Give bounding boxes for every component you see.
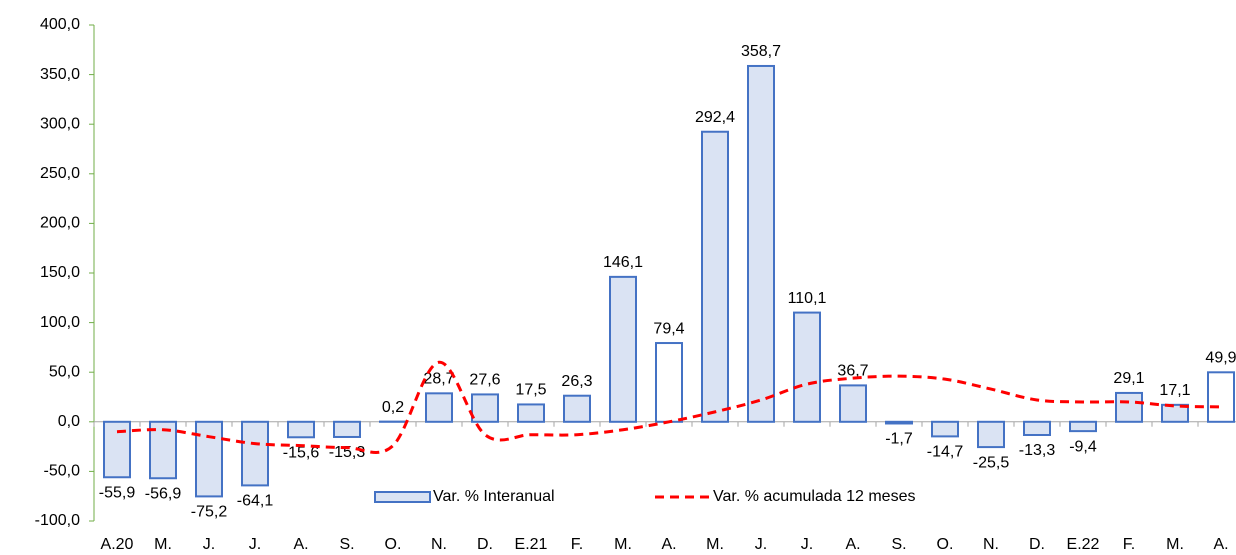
x-tick-label: J. (249, 536, 261, 553)
data-label: -25,5 (973, 454, 1010, 471)
y-tick-label: 350,0 (40, 66, 80, 83)
x-tick-label: A. (293, 536, 308, 553)
y-tick-label: 400,0 (40, 16, 80, 33)
data-label: 27,6 (469, 372, 500, 389)
legend-label: Var. % Interanual (433, 488, 555, 505)
y-tick-label: -50,0 (44, 463, 81, 480)
bar (1161, 403, 1189, 423)
data-label: -1,7 (885, 431, 913, 448)
x-tick-label: O. (385, 536, 402, 553)
data-label: 26,3 (561, 373, 592, 390)
y-tick-label: 250,0 (40, 165, 80, 182)
bar (1207, 371, 1235, 423)
bar (701, 130, 729, 423)
x-tick-label: D. (1029, 536, 1045, 553)
x-tick-label: J. (755, 536, 767, 553)
data-label: 17,1 (1159, 382, 1190, 399)
y-tick-label: 0,0 (58, 413, 80, 430)
bar (655, 342, 683, 423)
x-tick-label: N. (431, 536, 447, 553)
y-tick-label: 200,0 (40, 215, 80, 232)
bar (287, 420, 315, 439)
data-label: -13,3 (1019, 442, 1056, 459)
data-label: -55,9 (99, 484, 136, 501)
x-tick-label: S. (891, 536, 906, 553)
x-tick-label: J. (203, 536, 215, 553)
y-tick-label: -100,0 (35, 512, 80, 529)
bar (609, 275, 637, 423)
bar (977, 420, 1005, 449)
x-tick-label: O. (937, 536, 954, 553)
x-tick-label: A. (1213, 536, 1228, 553)
x-tick-label: F. (1123, 536, 1135, 553)
data-label: 49,9 (1205, 350, 1236, 367)
data-label: -64,1 (237, 493, 274, 510)
x-tick-label: E.21 (515, 536, 548, 553)
x-tick-label: S. (339, 536, 354, 553)
x-tick-label: M. (614, 536, 632, 553)
data-label: -14,7 (927, 444, 964, 461)
bar (563, 394, 591, 423)
x-tick-label: D. (477, 536, 493, 553)
line (116, 360, 1222, 454)
y-tick-label: 100,0 (40, 314, 80, 331)
bar (241, 420, 269, 487)
data-label: -15,6 (283, 444, 320, 461)
x-tick-label: A. (845, 536, 860, 553)
data-label: 0,2 (382, 399, 404, 416)
bar (747, 64, 775, 423)
x-tick-label: M. (706, 536, 724, 553)
x-tick-label: J. (801, 536, 813, 553)
data-label: 292,4 (695, 109, 735, 126)
legend-label: Var. % acumulada 12 meses (713, 488, 915, 505)
x-tick-label: A. (661, 536, 676, 553)
bar (1023, 420, 1051, 436)
bar (1069, 420, 1097, 433)
bar (839, 384, 867, 423)
legend-swatch (374, 491, 431, 503)
data-label: 28,7 (423, 371, 454, 388)
bar (517, 403, 545, 423)
x-tick-label: A.20 (101, 536, 134, 553)
x-tick-label: E.22 (1067, 536, 1100, 553)
data-label: 146,1 (603, 254, 643, 271)
bar (793, 311, 821, 423)
data-label: 110,1 (788, 290, 827, 307)
data-label: 358,7 (741, 43, 781, 60)
data-label: 17,5 (515, 382, 546, 399)
bar (885, 420, 913, 425)
y-tick-label: 150,0 (40, 264, 80, 281)
data-label: -9,4 (1069, 438, 1097, 455)
data-label: 29,1 (1113, 370, 1144, 387)
data-label: 36,7 (837, 363, 868, 380)
data-label: 79,4 (653, 320, 684, 337)
x-tick-label: M. (154, 536, 172, 553)
data-label: -75,2 (191, 504, 228, 521)
bar (931, 420, 959, 438)
y-tick-label: 50,0 (49, 363, 80, 380)
bar (425, 392, 453, 423)
data-label: -56,9 (145, 485, 182, 502)
y-tick-label: 300,0 (40, 115, 80, 132)
x-tick-label: N. (983, 536, 999, 553)
bar (195, 420, 223, 498)
bar (333, 420, 361, 438)
bar (103, 420, 131, 479)
x-tick-label: M. (1166, 536, 1184, 553)
bar (471, 393, 499, 423)
x-tick-label: F. (571, 536, 583, 553)
bar (1115, 391, 1143, 423)
